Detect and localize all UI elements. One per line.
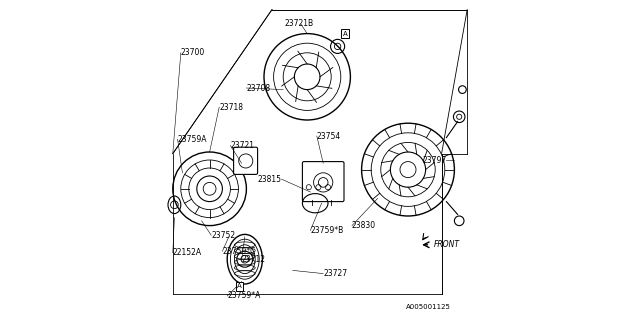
- Text: 23754: 23754: [317, 132, 341, 140]
- Text: FRONT: FRONT: [434, 240, 460, 249]
- Text: A: A: [342, 31, 348, 36]
- Text: 23712: 23712: [242, 255, 266, 264]
- Text: 23759*A: 23759*A: [227, 292, 260, 300]
- Text: 23830: 23830: [352, 221, 376, 230]
- FancyBboxPatch shape: [302, 162, 344, 202]
- Text: 23700: 23700: [181, 48, 205, 57]
- Text: 23797: 23797: [422, 156, 447, 164]
- Text: 23727: 23727: [323, 269, 348, 278]
- Text: 23708: 23708: [246, 84, 271, 92]
- Text: 22152A: 22152A: [173, 248, 202, 257]
- Text: 23718: 23718: [219, 103, 243, 112]
- Text: 23721: 23721: [230, 141, 255, 150]
- Text: 23752: 23752: [211, 231, 236, 240]
- Text: A005001125: A005001125: [406, 304, 451, 310]
- FancyBboxPatch shape: [234, 147, 258, 174]
- Text: A: A: [237, 284, 242, 289]
- Text: 23815: 23815: [258, 175, 282, 184]
- Text: 23759*C: 23759*C: [223, 247, 256, 256]
- Text: 23721B: 23721B: [285, 19, 314, 28]
- Text: 23759*B: 23759*B: [310, 226, 344, 235]
- Text: 23759A: 23759A: [178, 135, 207, 144]
